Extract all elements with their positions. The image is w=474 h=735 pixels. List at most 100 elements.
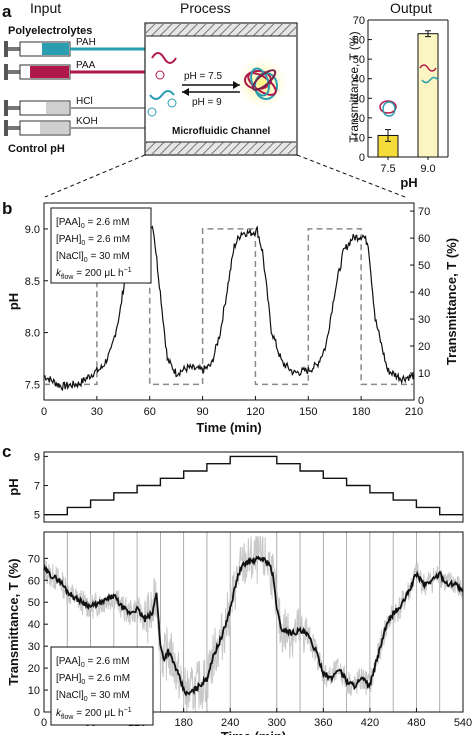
header-output: Output — [390, 0, 432, 16]
bar-ytick-label: 60 — [353, 35, 365, 47]
b-ytick-right-label: 10 — [418, 368, 430, 380]
b-xtick-label: 0 — [41, 406, 47, 418]
c-ylabel: Transmittance, T (%) — [6, 558, 21, 685]
c-top-ytick-label: 7 — [34, 481, 40, 493]
output-bar-chart: Transmittance, T (%) pH 0 10 20 30 40 50 60 70 7… — [347, 15, 449, 190]
c-ph-step-series — [44, 455, 463, 516]
bar-ytick-label: 20 — [353, 113, 365, 125]
ph-low-label: pH = 9 — [192, 97, 222, 108]
c-transmittance-series — [43, 555, 464, 697]
b-xtick-label: 120 — [246, 406, 264, 418]
ph-transmittance-chart: 0 30 60 90 120 150 180 210 7.5 8.0 8.5 9.0 0 10 20 30 40… — [6, 202, 459, 435]
b-ylabel-right: Transmittance, T (%) — [444, 238, 459, 365]
c-ytick-label: 40 — [28, 619, 40, 631]
c-top-ytick-label: 5 — [34, 510, 40, 522]
c-top-ytick-label: 9 — [34, 451, 40, 463]
b-ph-series — [44, 228, 414, 386]
bar-ytick-label: 70 — [353, 15, 365, 27]
syringe-pah-label: PAH — [76, 37, 96, 48]
transmittance-chart: 0601201802403003604204805400102030405060… — [6, 531, 472, 735]
c-xtick-label: 420 — [361, 717, 379, 729]
b-transmittance-series — [44, 222, 415, 392]
syringe-pah: PAH — [4, 37, 145, 57]
b-ytick-left-label: 7.5 — [25, 379, 40, 391]
c-ytick-label: 70 — [28, 553, 40, 565]
b-xtick-label: 180 — [352, 406, 370, 418]
b-ytick-right-label: 20 — [418, 341, 430, 353]
legend-c-nacl: [NaCl]0 = 30 mM — [56, 690, 130, 703]
bar-ytick-label: 40 — [353, 74, 365, 86]
b-xtick-label: 150 — [299, 406, 317, 418]
c-xtick-label: 300 — [268, 717, 286, 729]
b-ytick-right-label: 0 — [418, 395, 424, 407]
b-ylabel-left: pH — [6, 293, 21, 310]
c-top-ylabel: pH — [6, 478, 21, 495]
syringe-koh-label: KOH — [76, 116, 98, 127]
b-xtick-label: 210 — [405, 406, 423, 418]
legend-b-pah: [PAH]0 = 2.6 mM — [56, 234, 130, 247]
bar-xlabel: pH — [400, 175, 417, 190]
bar-aggregate-glyph-2 — [382, 101, 396, 117]
header-process: Process — [180, 0, 231, 16]
b-xtick-label: 90 — [196, 406, 208, 418]
b-xtick-label: 60 — [144, 406, 156, 418]
b-frame — [43, 202, 415, 401]
bar-polymer-glyph — [419, 64, 437, 72]
bar-ylabel: Transmittance, T (%) — [347, 31, 361, 142]
ph-step-chart: 5 7 9 pH — [6, 451, 464, 523]
bar-xtick-label: 7.5 — [380, 163, 395, 175]
legend-c-pah: [PAH]0 = 2.6 mM — [56, 673, 130, 686]
syringe-paa-label: PAA — [76, 60, 96, 71]
panel-a-label: a — [2, 2, 12, 21]
b-ytick-left-label: 8.0 — [25, 328, 40, 340]
c-bottom-frame — [43, 531, 464, 713]
c-xtick-label: 0 — [41, 717, 47, 729]
channel-label: Microfluidic Channel — [172, 126, 271, 137]
bar-xtick-label: 9.0 — [420, 163, 435, 175]
microfluidic-channel: pH = 7.5 pH = 9 Microfluidic Channel — [144, 22, 298, 156]
c-ytick-label: 20 — [28, 663, 40, 675]
panel-c-legend: [PAA]0 = 2.6 mM [PAH]0 = 2.6 mM [NaCl]0 … — [50, 646, 154, 726]
b-ytick-right-label: 60 — [418, 233, 430, 245]
bar-ytick-label: 10 — [353, 132, 365, 144]
legend-c-paa: [PAA]0 = 2.6 mM — [56, 656, 129, 669]
b-ytick-left-label: 9.0 — [25, 224, 40, 236]
legend-c-kflow: kflow = 200 μL h−1 — [56, 707, 132, 721]
c-ytick-label: 30 — [28, 641, 40, 653]
header-input: Input — [30, 0, 61, 16]
panel-b-label: b — [2, 199, 12, 218]
panel-c-label: c — [2, 442, 11, 461]
c-xtick-label: 540 — [454, 717, 472, 729]
bar-ytick-label: 30 — [353, 93, 365, 105]
legend-b-kflow: kflow = 200 μL h−1 — [56, 267, 132, 281]
c-ytick-label: 50 — [28, 597, 40, 609]
polyelectrolytes-title: Polyelectrolytes — [8, 25, 92, 37]
b-ytick-right-label: 50 — [418, 260, 430, 272]
bar-ytick-label: 0 — [359, 152, 365, 164]
c-xtick-label: 480 — [407, 717, 425, 729]
syringe-koh: KOH — [4, 116, 145, 136]
bar-aggregate-glyph — [379, 100, 397, 114]
c-xtick-label: 180 — [174, 717, 192, 729]
b-xlabel: Time (min) — [196, 420, 262, 435]
b-ytick-right-label: 30 — [418, 314, 430, 326]
syringe-paa: PAA — [4, 60, 145, 80]
c-top-frame — [43, 451, 464, 523]
c-ytick-label: 60 — [28, 575, 40, 587]
syringe-hcl-label: HCl — [76, 96, 93, 107]
control-ph-title: Control pH — [8, 143, 65, 155]
c-ytick-label: 0 — [34, 707, 40, 719]
c-xlabel: Time (min) — [221, 729, 287, 735]
bar-polymer-glyph-2 — [421, 76, 439, 84]
bar-ytick-label: 50 — [353, 54, 365, 66]
c-xtick-label: 240 — [221, 717, 239, 729]
panel-b-legend: [PAA]0 = 2.6 mM [PAH]0 = 2.6 mM [NaCl]0 … — [50, 207, 152, 284]
legend-b-nacl: [NaCl]0 = 30 mM — [56, 251, 130, 264]
ph-high-label: pH = 7.5 — [184, 71, 223, 82]
legend-b-paa: [PAA]0 = 2.6 mM — [56, 217, 129, 230]
c-xtick-label: 360 — [314, 717, 332, 729]
panel-a: a Input Process Output Polyelectrolytes … — [2, 0, 449, 198]
panel-b: b 0 30 60 90 120 150 180 210 7.5 8.0 8.5 9.0 0 10 20 30… — [2, 199, 459, 435]
c-ytick-label: 10 — [28, 685, 40, 697]
